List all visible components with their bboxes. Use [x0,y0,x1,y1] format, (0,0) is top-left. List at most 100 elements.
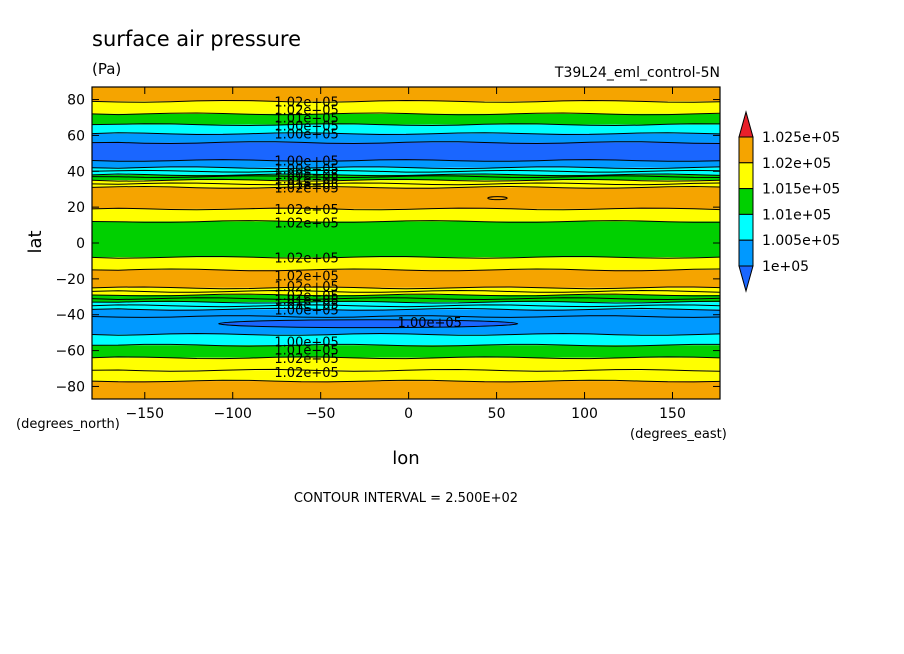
contour-label-12: 1.02e+05 [274,216,338,231]
x-units-label: (degrees_east) [630,427,727,442]
contour-line-20 [91,297,721,301]
y-tick-label-1: 60 [67,128,85,144]
band-2 [92,113,720,125]
band-4 [92,133,720,143]
band-3 [92,124,720,134]
closed-contour-0 [218,319,519,329]
contour-line-2 [91,123,721,127]
contour-label-9: 1.01e+05 [274,178,338,193]
chart-units: (Pa) [92,60,121,78]
colorbar-label-3: 1.01e+05 [762,207,831,223]
contour-label-10: 1.02e+05 [274,181,338,196]
contour-label-22: 1.01e+05 [274,344,338,359]
contour-line-0 [91,99,721,103]
contour-label-8: 1.01e+05 [274,172,338,187]
contour-line-17 [91,286,721,290]
contour-line-26 [91,343,720,347]
contour-label-15: 1.02e+05 [274,280,338,295]
contour-line-13 [91,207,721,211]
filled-contour-bands [92,87,720,399]
y-tick-label-0: 80 [67,93,85,109]
contour-label-16: 1.02e+05 [274,289,338,304]
colorbar-segment-2 [738,188,754,215]
band-0 [92,87,720,102]
contour-line-16 [91,268,721,272]
contour-interval-text: CONTOUR INTERVAL = 2.500E+02 [294,491,518,506]
contour-label-5: 1.00e+05 [274,155,338,170]
y-tick-label-7: −60 [55,344,85,360]
colorbar: 1.025e+05 1.02e+05 1.015e+05 1.01e+05 1.005e… [738,110,840,293]
band-11 [92,208,720,222]
band-14 [92,269,720,288]
colorbar-label-4: 1.005e+05 [762,233,840,249]
x-tick-label-6: 150 [659,406,686,422]
contour-line-10 [91,178,721,182]
contour-line-4 [91,141,721,145]
colorbar-segment-1 [738,162,754,190]
x-axis-ticks: −150 −100 −50 0 50 100 150 [126,87,686,422]
colorbar-label-1: 1.02e+05 [762,156,831,172]
contour-line-3 [91,132,721,136]
band-5 [92,142,720,161]
colorbar-over-arrow [738,110,754,138]
contour-line-8 [91,173,721,177]
contour-line-7 [91,169,721,173]
y-tick-label-4: 0 [76,236,85,252]
contour-label-18: 1.01e+05 [274,298,338,313]
contour-line-23 [91,307,721,311]
contour-line-12 [91,185,721,189]
contour-line-6 [91,166,721,170]
contour-line-22 [91,304,721,308]
contour-label-14: 1.02e+05 [274,269,338,284]
contour-line-14 [91,220,720,223]
contour-label-13: 1.02e+05 [274,251,338,266]
band-10 [92,187,720,209]
band-24 [92,381,720,399]
x-tick-label-2: −50 [306,406,336,422]
band-22 [92,357,720,371]
x-tick-label-4: 50 [488,406,506,422]
colorbar-under-arrow [738,265,754,293]
band-6 [92,160,720,168]
contour-label-0: 1.02e+05 [274,95,338,110]
contour-line-11 [91,182,721,186]
contour-line-18 [91,289,721,293]
band-23 [92,370,720,382]
contour-line-19 [91,293,721,297]
dataset-label: T39L24_eml_control-5N [554,65,720,81]
y-tick-label-3: 20 [67,200,85,216]
colorbar-segment-4 [738,239,754,267]
small-closed-contour [487,196,508,201]
contour-label-23: 1.02e+05 [274,352,338,367]
contour-lines [91,99,721,383]
band-12 [92,221,720,258]
x-tick-label-0: −150 [126,406,164,422]
contour-label-24: 1.02e+05 [274,366,338,381]
contour-line-29 [91,379,721,383]
x-tick-label-3: 0 [404,406,413,422]
colorbar-segment-3 [738,213,754,241]
y-axis-label: lat [25,230,46,253]
x-tick-label-5: 100 [571,406,598,422]
contour-line-1 [91,112,721,116]
contour-label-20: 1.00e+05 [398,316,462,331]
band-18 [92,309,720,317]
contour-line-9 [91,175,721,179]
y-units-label: (degrees_north) [16,417,120,432]
colorbar-label-0: 1.025e+05 [762,130,840,146]
colorbar-label-2: 1.015e+05 [762,182,840,198]
colorbar-segment-0 [738,136,754,164]
band-13 [92,257,720,270]
contour-line-5 [91,159,721,162]
band-8 [92,174,720,181]
contour-line-27 [91,356,721,360]
band-7 [92,167,720,175]
band-20 [92,334,720,346]
contour-line-21 [91,300,721,304]
contour-label-21: 1.00e+05 [274,336,338,351]
y-tick-label-5: −20 [55,272,85,288]
contour-line-15 [91,256,721,259]
contour-label-19: 1.00e+05 [274,303,338,318]
band-21 [92,345,720,358]
